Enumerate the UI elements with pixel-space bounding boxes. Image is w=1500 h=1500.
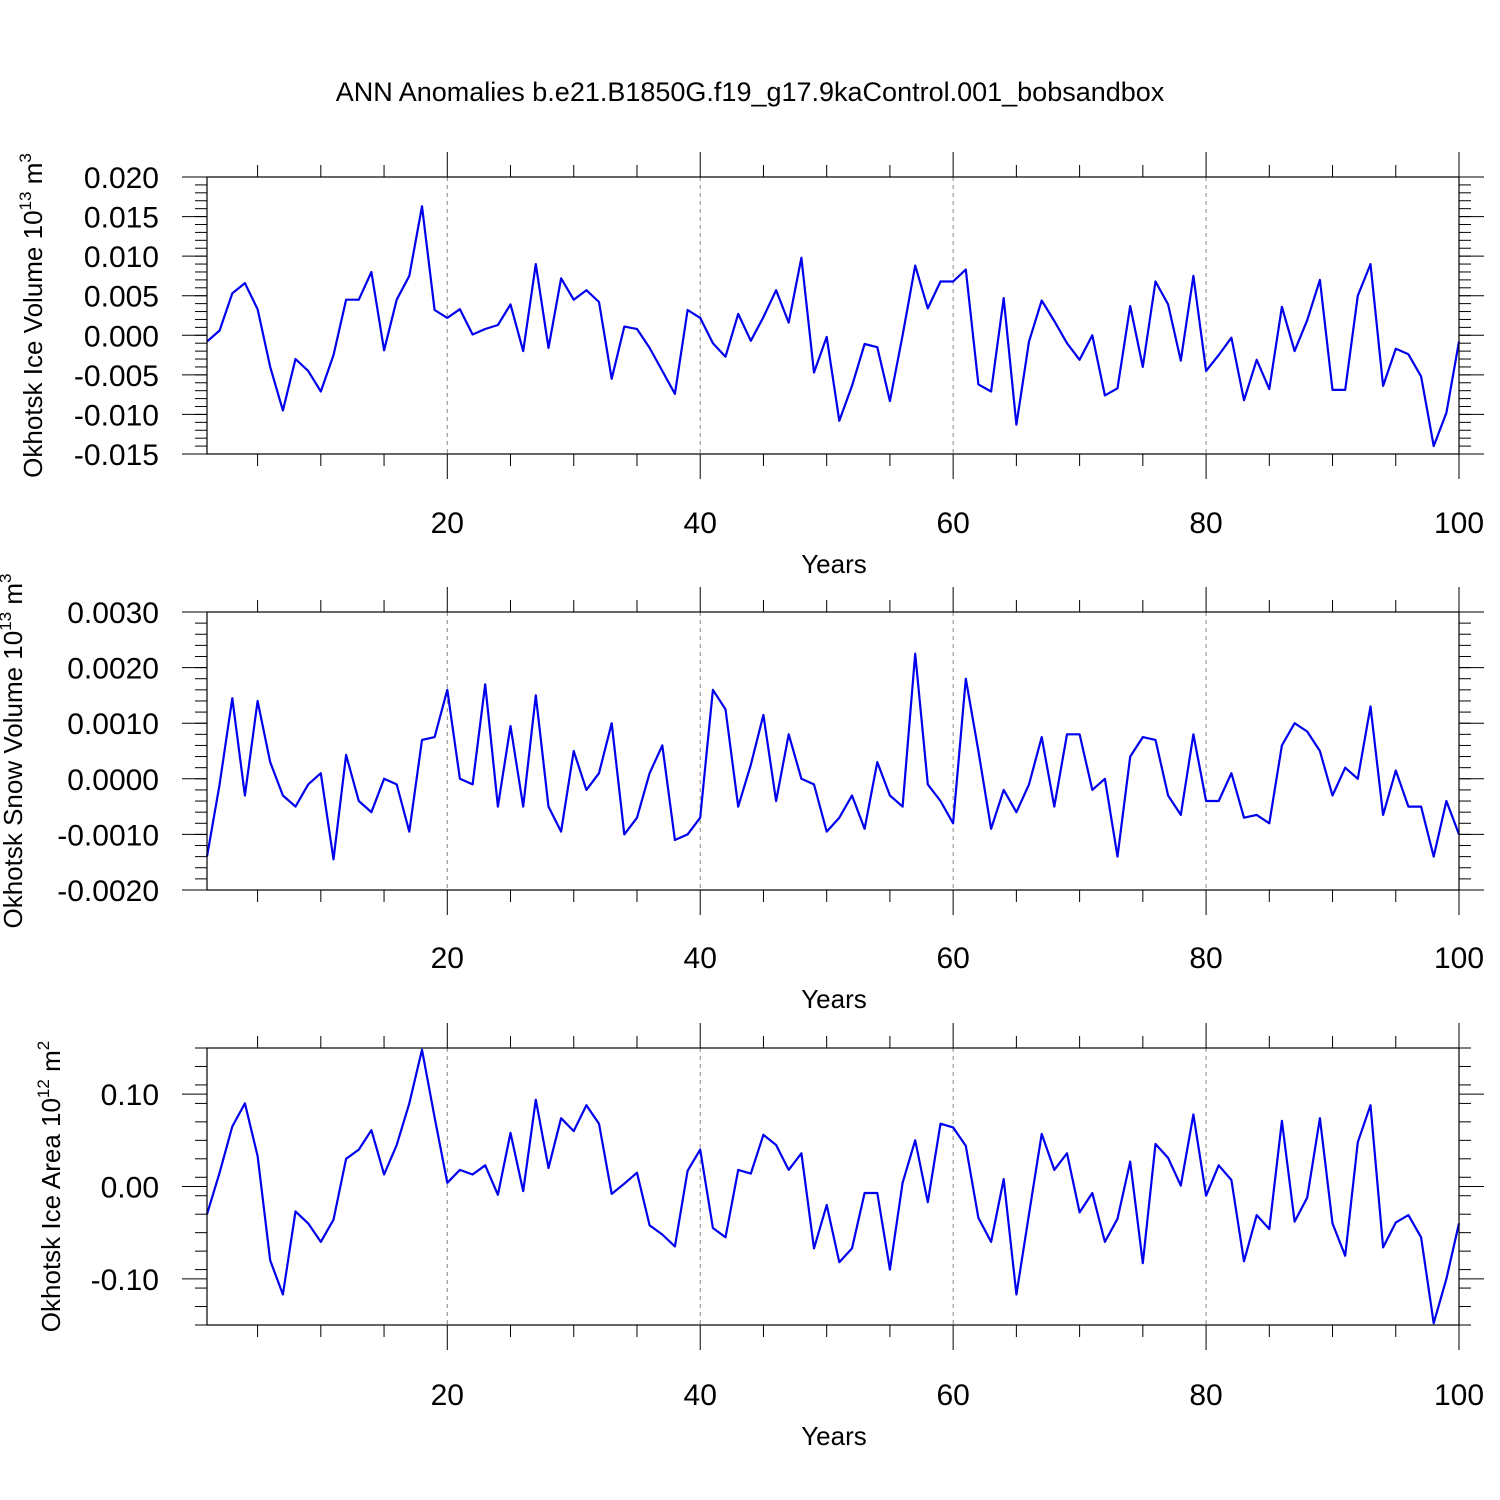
ice-volume-series-line: [206, 205, 1461, 448]
panel-ice-area-grid: [446, 1048, 1207, 1325]
ice-volume-ytick-label: -0.010: [74, 399, 159, 432]
figure-title: ANN Anomalies b.e21.B1850G.f19_g17.9kaCo…: [336, 77, 1165, 107]
panel-ice-volume-frame: [206, 176, 1460, 455]
panel-snow-volume-ylabel-unit-sup: 3: [0, 574, 15, 583]
panel-snow-volume-ylabel-main: Okhotsk Snow Volume 10: [0, 631, 28, 929]
ice-area-series-line: [205, 1048, 1461, 1325]
ice-area-xtick-label: 20: [431, 1379, 464, 1412]
ice-volume-ytick-label: 0.015: [84, 202, 159, 235]
ice-area-xtick-label: 100: [1434, 1379, 1484, 1412]
snow-volume-ytick-label: -0.0010: [57, 819, 159, 852]
snow-volume-xtick-label: 80: [1189, 942, 1222, 975]
panel-snow-volume-ylabel-sup: 13: [0, 612, 15, 631]
panel-snow-volume-ylabel: Okhotsk Snow Volume 1013 m3: [0, 574, 28, 929]
ice-volume-ytick-label: -0.005: [74, 360, 159, 393]
panel-ice-area-tick-labels: 20 40 60 80 100 -0.10 0.00 0.10: [91, 1079, 1484, 1412]
panel-ice-area: 20 40 60 80 100 -0.10 0.00 0.10 Years Okhotsk I…: [34, 1023, 1484, 1451]
panel-ice-volume-ylabel-unit-sup: 3: [16, 153, 35, 162]
panel-ice-volume-ylabel-sup: 13: [16, 192, 35, 211]
panel-ice-volume-ylabel-unit: m: [18, 163, 48, 192]
panel-ice-area-ticks: [182, 1023, 1484, 1350]
panel-ice-volume-ticks: [182, 152, 1484, 479]
snow-volume-xtick-label: 40: [684, 942, 717, 975]
snow-volume-ytick-label: 0.0020: [67, 653, 159, 686]
panel-ice-area-xlabel: Years: [801, 1421, 867, 1451]
ice-volume-ytick-label: 0.005: [84, 281, 159, 314]
panel-ice-volume-ylabel-main: Okhotsk Ice Volume 10: [18, 210, 48, 477]
snow-volume-xtick-label: 20: [431, 942, 464, 975]
snow-volume-ytick-label: -0.0020: [57, 875, 159, 908]
ice-volume-ytick-label: 0.020: [84, 162, 159, 195]
panel-ice-volume-tick-labels: 20 40 60 80 100 -0.015 -0.010 -0.005 0.000 0.005 0…: [74, 162, 1484, 540]
snow-volume-xtick-label: 100: [1434, 942, 1484, 975]
panel-ice-area-ylabel: Okhotsk Ice Area 1012 m2: [34, 1041, 66, 1332]
panel-snow-volume: 20 40 60 80 100 -0.0020 -0.0010 0.0000 0.0010 0.0…: [0, 574, 1484, 1015]
snow-volume-ytick-label: 0.0000: [67, 764, 159, 797]
ice-area-ytick-label: -0.10: [91, 1264, 159, 1297]
snow-volume-ytick-label: 0.0030: [67, 597, 159, 630]
snow-volume-xtick-label: 60: [936, 942, 969, 975]
panel-ice-area-frame: [206, 1047, 1460, 1326]
ice-area-xtick-label: 40: [684, 1379, 717, 1412]
ice-volume-xtick-label: 40: [684, 507, 717, 540]
ice-volume-ytick-label: 0.000: [84, 320, 159, 353]
ice-volume-xtick-label: 100: [1434, 507, 1484, 540]
snow-volume-series-line: [205, 652, 1461, 861]
panel-ice-volume-xlabel: Years: [801, 549, 867, 579]
panel-ice-area-ylabel-sup: 12: [34, 1079, 53, 1098]
ice-area-ytick-label: 0.10: [101, 1079, 159, 1112]
panel-ice-area-ylabel-unit-sup: 2: [34, 1041, 53, 1050]
ice-volume-xtick-label: 60: [936, 507, 969, 540]
ice-volume-xtick-label: 80: [1189, 507, 1222, 540]
panel-snow-volume-grid: [446, 612, 1207, 890]
panel-snow-volume-xlabel: Years: [801, 984, 867, 1014]
panel-snow-volume-tick-labels: 20 40 60 80 100 -0.0020 -0.0010 0.0000 0.0010 0.0…: [57, 597, 1484, 975]
ice-area-xtick-label: 60: [936, 1379, 969, 1412]
ice-area-ytick-label: 0.00: [101, 1172, 159, 1205]
panel-ice-area-ylabel-unit: m: [36, 1050, 66, 1079]
panel-snow-volume-frame: [206, 611, 1460, 891]
ice-volume-ytick-label: -0.015: [74, 439, 159, 472]
panel-snow-volume-ylabel-unit: m: [0, 583, 28, 612]
ice-volume-ytick-label: 0.010: [84, 241, 159, 274]
panel-ice-area-ylabel-main: Okhotsk Ice Area 10: [36, 1098, 66, 1332]
panel-snow-volume-ticks: [182, 587, 1484, 915]
panel-ice-volume-grid: [446, 177, 1207, 454]
ice-area-xtick-label: 80: [1189, 1379, 1222, 1412]
ice-volume-xtick-label: 20: [431, 507, 464, 540]
snow-volume-ytick-label: 0.0010: [67, 708, 159, 741]
panel-ice-volume-ylabel: Okhotsk Ice Volume 1013 m3: [16, 153, 48, 478]
panel-ice-volume: 20 40 60 80 100 -0.015 -0.010 -0.005 0.000 0.005 0…: [16, 152, 1484, 579]
